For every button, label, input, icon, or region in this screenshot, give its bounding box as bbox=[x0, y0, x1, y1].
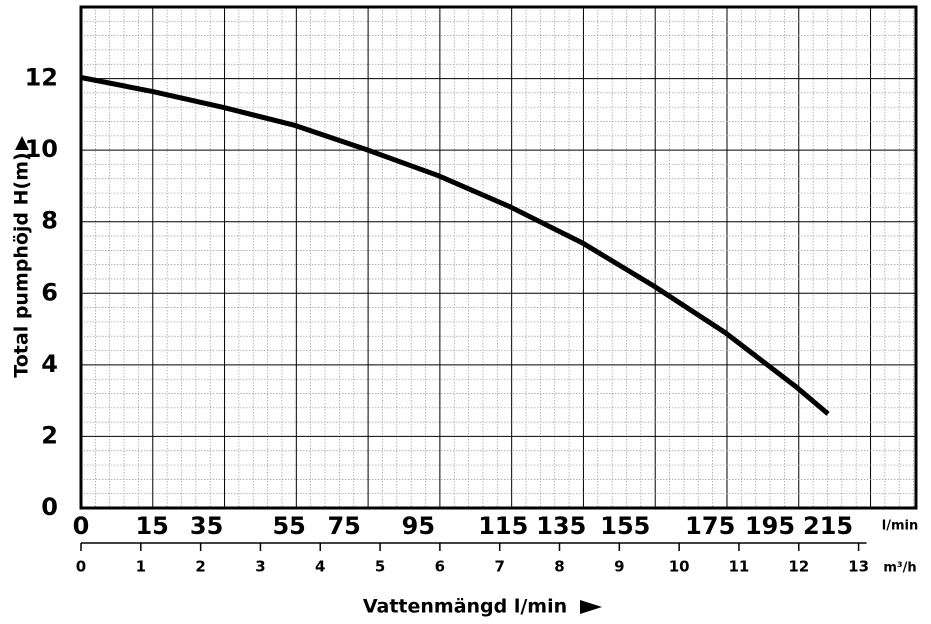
x2-tick-label: 15 bbox=[135, 512, 168, 540]
x-tick-label: 6 bbox=[435, 558, 445, 576]
y-tick-label: 0 bbox=[41, 493, 58, 521]
x2-tick-label: 135 bbox=[536, 512, 586, 540]
x-tick-label: 3 bbox=[255, 558, 265, 576]
x2-tick-label: 195 bbox=[745, 512, 795, 540]
x-arrow bbox=[580, 600, 602, 614]
x2-tick-label: 215 bbox=[803, 512, 853, 540]
x-tick-label: 1 bbox=[136, 558, 146, 576]
y-tick-label: 8 bbox=[41, 207, 58, 235]
plot-frame bbox=[79, 5, 918, 510]
x2-tick-label: 75 bbox=[327, 512, 360, 540]
x-tick-label: 8 bbox=[554, 558, 564, 576]
x-axis-label: Vattenmängd l/min bbox=[363, 596, 567, 618]
y-tick-label: 12 bbox=[25, 64, 58, 92]
x-tick-label: 12 bbox=[788, 558, 809, 576]
x2-tick-label: 95 bbox=[402, 512, 435, 540]
pump-curve bbox=[80, 75, 830, 416]
x2-tick-label: 115 bbox=[478, 512, 528, 540]
x-tick-label: 7 bbox=[494, 558, 504, 576]
x-unit: m³/h bbox=[883, 561, 916, 576]
x2-unit: l/min bbox=[882, 519, 918, 534]
x-tick-label: 0 bbox=[76, 558, 86, 576]
y-tick-label: 4 bbox=[41, 350, 58, 378]
x-tick-label: 5 bbox=[375, 558, 385, 576]
y-arrow bbox=[15, 136, 29, 150]
x2-tick-label: 0 bbox=[73, 512, 90, 540]
x-tick-label: 2 bbox=[195, 558, 205, 576]
y-tick-label: 6 bbox=[41, 278, 58, 306]
y-tick-label: 10 bbox=[25, 135, 58, 163]
x-tick-label: 10 bbox=[669, 558, 690, 576]
x-tick-label: 13 bbox=[848, 558, 869, 576]
x-tick-label: 9 bbox=[614, 558, 624, 576]
y-axis-label: Total pumphöjd H(m) bbox=[11, 152, 33, 377]
x2-tick-label: 175 bbox=[685, 512, 735, 540]
x-tick-label: 11 bbox=[729, 558, 750, 576]
y-tick-label: 2 bbox=[41, 421, 58, 449]
x2-tick-label: 155 bbox=[600, 512, 650, 540]
x2-tick-label: 35 bbox=[190, 512, 223, 540]
x-tick-label: 4 bbox=[315, 558, 325, 576]
x2-tick-label: 55 bbox=[272, 512, 305, 540]
